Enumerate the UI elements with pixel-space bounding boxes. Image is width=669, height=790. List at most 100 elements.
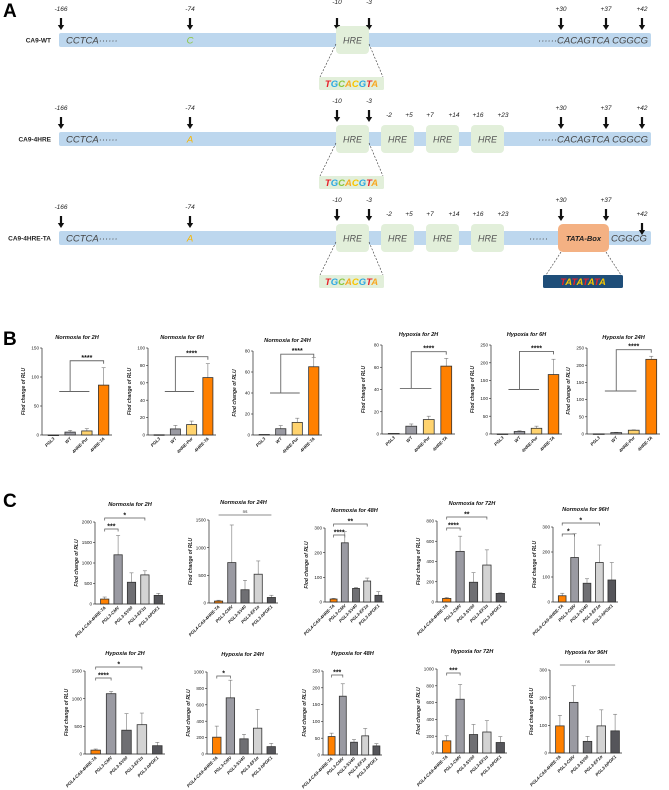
bar: [153, 594, 163, 605]
hre-label: HRE: [343, 135, 363, 145]
bar: [495, 742, 505, 754]
chart-title: Normoxia for 48H: [331, 508, 379, 514]
bar: [253, 573, 263, 604]
right-sequence: ······CACAGTCA CGGCG: [538, 36, 648, 47]
hre-base: A: [370, 277, 378, 288]
position-label: +30: [555, 105, 566, 112]
right-sequence: ······CACAGTCA CGGCG: [538, 135, 648, 146]
tata-base: A: [587, 277, 595, 288]
arrow-head: [557, 25, 565, 30]
significance-label: ****: [628, 344, 639, 351]
chart-title: Hypoxia for 2H: [399, 332, 439, 338]
x-tick-label: 4HRE-TA: [636, 435, 653, 452]
bar-chart: Normoxia for 2H Flod change of RLU 0 500 100…: [74, 502, 165, 638]
significance-label: ***: [333, 670, 341, 677]
y-tick-label: 100: [480, 396, 488, 401]
y-tick-label: 100: [542, 575, 550, 580]
significance-bracket: [446, 527, 461, 531]
hre-box: [426, 125, 459, 153]
zoom-line: [368, 241, 384, 276]
bar-chart: Normoxia for 72H Flod change of RLU 0 200 40…: [416, 501, 507, 636]
significance-label: *: [579, 518, 582, 525]
y-tick-label: 500: [74, 724, 82, 729]
bar-chart: Hypoxia for 6H Flod change of RLU 0 50 100 15…: [470, 332, 562, 454]
construct-row: CA9-4HRE-TA -166 -74 -10 -3 +30 +37 +42 CCTCA···…: [8, 197, 651, 288]
y-tick-label: 0: [201, 752, 204, 757]
chart-title: Normoxia for 2H: [55, 335, 99, 341]
x-tick-label: 4HRE-Pur: [412, 435, 431, 454]
bar: [596, 725, 606, 754]
bar: [338, 695, 347, 756]
bar-chart: Hypoxia for 24H Flod change of RLU 0 50 100 1…: [566, 335, 660, 454]
position-arrow-icon: [57, 117, 65, 129]
bar-chart: Hypoxia for 2H Flod change of RLU 0 20 40 60 8…: [361, 332, 455, 454]
y-tick-label: 200: [196, 735, 204, 740]
hre-sequence-box: [319, 176, 384, 189]
position-arrow-icon: [557, 209, 565, 221]
position-label: -74: [185, 6, 195, 13]
arrow-head: [638, 25, 646, 30]
position-label: +37: [600, 6, 611, 13]
chart-title: Hypoxia for 2H: [105, 651, 145, 657]
y-tick-label: 50: [315, 736, 321, 741]
y-tick-label: 400: [426, 559, 434, 564]
bar-chart: Normoxia for 6H Flod change of RLU 0 20 40 60…: [127, 335, 216, 455]
bar-chart: Hypoxia for 24H Flod change of RLU 0 200 400…: [186, 652, 278, 788]
x-tick-label: PGL3: [150, 436, 162, 448]
bar: [227, 562, 237, 604]
arrow-head: [365, 25, 373, 30]
hre-sequence: TGCACGTA: [325, 277, 378, 288]
y-tick-label: 500: [84, 581, 92, 586]
significance-bracket: [331, 674, 344, 678]
significance-label: **: [464, 512, 470, 519]
y-tick-label: 40: [374, 387, 380, 392]
bar: [329, 598, 338, 603]
x-tick-label: WT: [610, 435, 619, 444]
hre-base: C: [338, 178, 345, 189]
y-axis-label: Flod change of RLU: [188, 538, 194, 586]
position-arrow-icon: [365, 18, 373, 30]
significance-label: *: [567, 529, 570, 536]
y-tick-label: 0: [544, 751, 547, 756]
bar: [152, 745, 163, 755]
hre-base: A: [370, 178, 378, 189]
bar: [610, 730, 620, 754]
y-tick-label: 0: [376, 432, 379, 437]
y-tick-label: 40: [245, 391, 251, 396]
y-tick-label: 400: [196, 719, 204, 724]
bar-chart: Hypoxia for 96H Flod change of RLU 0 100 200…: [529, 650, 622, 787]
hre-offset-label: -2: [386, 211, 392, 218]
bar: [374, 594, 383, 603]
y-axis-label: Flod change of RLU: [232, 369, 238, 417]
y-tick-label: 150: [576, 380, 584, 385]
y-axis-label: Flod change of RLU: [361, 366, 367, 414]
y-tick-label: 400: [426, 717, 434, 722]
chart-title: Hypoxia for 72H: [451, 649, 495, 655]
chart-title: Hypoxia for 24H: [602, 335, 646, 341]
y-tick-label: 100: [312, 719, 320, 724]
x-tick-label: WT: [513, 435, 522, 444]
significance-label: ***: [107, 524, 115, 531]
bar: [595, 562, 604, 603]
tata-base: T: [594, 277, 601, 288]
x-tick-label: PGL3: [493, 435, 505, 447]
significance-label: ****: [98, 673, 109, 680]
position-arrow-icon: [186, 216, 194, 228]
y-tick-label: 2000: [82, 520, 93, 525]
hre-base: A: [370, 79, 378, 90]
significance-bracket: [410, 351, 447, 389]
bar-chart: Hypoxia for 72H Flod change of RLU 0 200 400…: [416, 649, 507, 787]
bar: [121, 729, 132, 755]
chart-title: Normoxia for 96H: [562, 507, 610, 513]
bar: [570, 557, 579, 603]
arrow-head: [186, 124, 194, 129]
zoom-line: [368, 142, 384, 177]
y-tick-label: 1000: [72, 696, 83, 701]
hre-offset-label: +16: [472, 112, 483, 119]
y-tick-label: 800: [426, 519, 434, 524]
y-tick-label: 100: [137, 346, 145, 351]
hre-base: A: [344, 178, 352, 189]
hre-box: [336, 224, 369, 252]
